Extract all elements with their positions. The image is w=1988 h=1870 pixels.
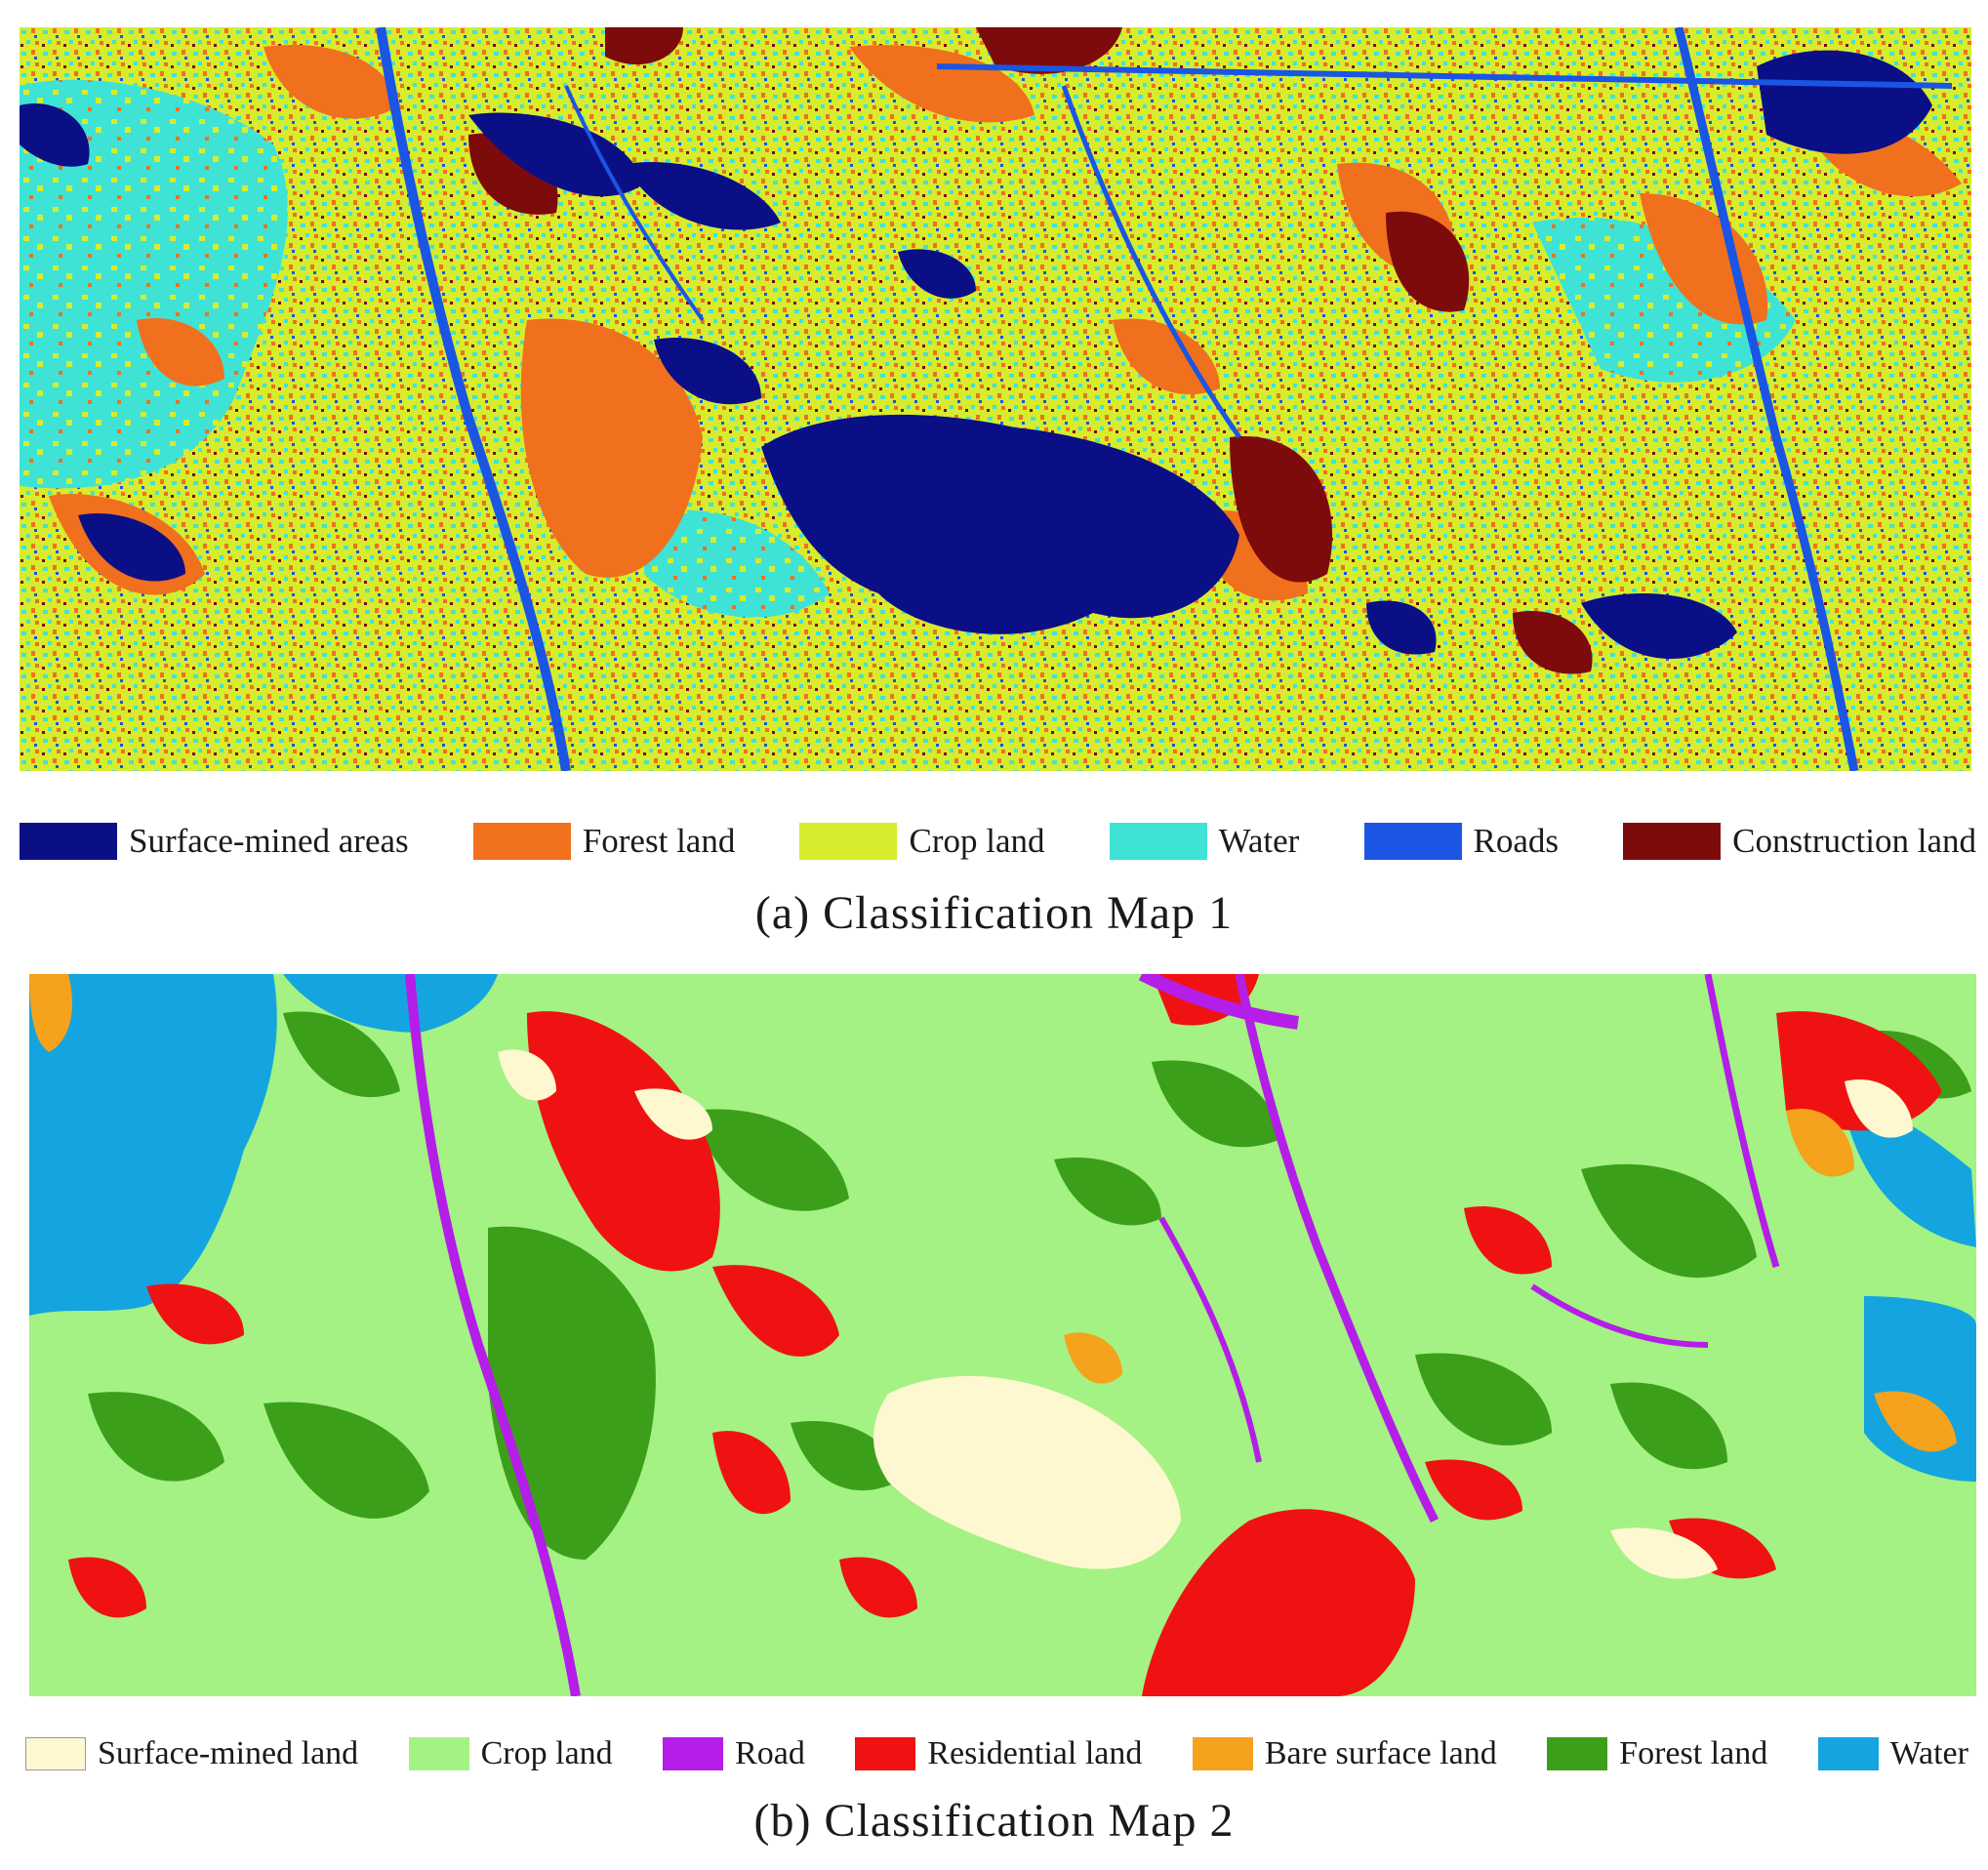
- legend-label: Roads: [1473, 822, 1560, 860]
- legend-swatch: [663, 1737, 724, 1770]
- legend-label: Bare surface land: [1264, 1735, 1497, 1771]
- classification-map-1: [20, 27, 1971, 771]
- caption-map-2: (b) Classification Map 2: [753, 1795, 1235, 1847]
- legend-swatch: [1109, 823, 1207, 860]
- legend-label: Crop land: [909, 822, 1045, 860]
- legend-label: Water: [1218, 822, 1300, 860]
- legend-item-surface-mined-areas: Surface-mined areas: [20, 822, 409, 861]
- legend-label: Forest land: [1619, 1735, 1768, 1771]
- legend-item-crop-land: Crop land: [408, 1735, 613, 1772]
- legend-swatch: [1817, 1737, 1879, 1770]
- legend-label: Surface-mined land: [98, 1735, 359, 1771]
- classification-map-1-raster: [20, 27, 1971, 771]
- legend-item-road: Road: [663, 1735, 805, 1772]
- legend-swatch: [1363, 823, 1462, 860]
- legend-item-water: Water: [1109, 822, 1300, 861]
- legend-swatch: [408, 1737, 469, 1770]
- caption-map-1: (a) Classification Map 1: [754, 887, 1234, 939]
- legend-swatch: [1547, 1737, 1608, 1770]
- legend-swatch: [1192, 1737, 1253, 1770]
- legend-swatch: [799, 823, 898, 860]
- legend-map-1: Surface-mined areas Forest land Crop lan…: [20, 818, 1976, 865]
- legend-item-water: Water: [1817, 1735, 1968, 1772]
- legend-label: Road: [735, 1735, 805, 1771]
- legend-item-forest-land: Forest land: [472, 822, 736, 861]
- legend-label: Forest land: [582, 822, 736, 860]
- classification-map-2: [29, 974, 1976, 1696]
- legend-label: Construction land: [1732, 822, 1976, 860]
- legend-swatch: [1623, 823, 1722, 860]
- legend-item-bare-surface-land: Bare surface land: [1192, 1735, 1497, 1772]
- legend-item-surface-mined-land: Surface-mined land: [25, 1735, 358, 1772]
- legend-label: Water: [1889, 1735, 1968, 1771]
- legend-item-crop-land: Crop land: [799, 822, 1045, 861]
- legend-swatch: [855, 1737, 916, 1770]
- legend-swatch: [25, 1737, 86, 1770]
- legend-swatch: [20, 823, 117, 860]
- legend-item-roads: Roads: [1363, 822, 1560, 861]
- legend-item-residential-land: Residential land: [855, 1735, 1142, 1772]
- legend-item-forest-land: Forest land: [1547, 1735, 1767, 1772]
- legend-swatch: [472, 823, 571, 860]
- legend-map-2: Surface-mined land Crop land Road Reside…: [25, 1731, 1968, 1776]
- legend-label: Residential land: [927, 1735, 1143, 1771]
- legend-item-construction-land: Construction land: [1623, 822, 1976, 861]
- legend-label: Surface-mined areas: [129, 822, 409, 860]
- classification-map-2-raster: [29, 974, 1976, 1696]
- legend-label: Crop land: [480, 1735, 613, 1771]
